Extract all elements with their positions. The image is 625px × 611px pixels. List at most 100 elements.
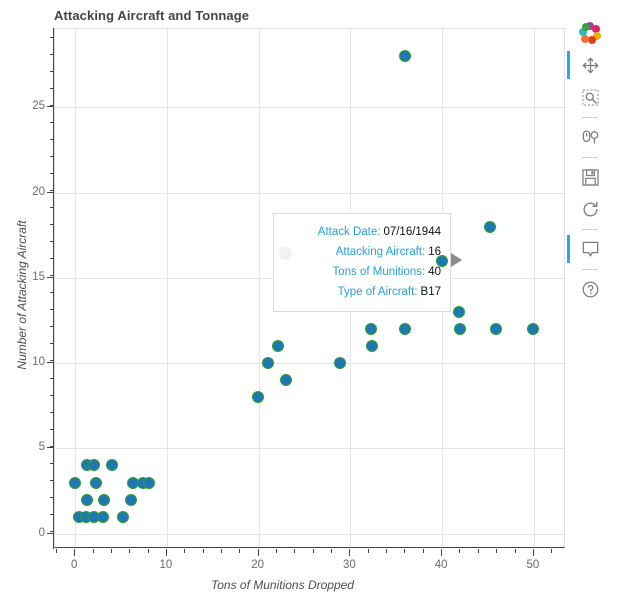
hover-tool-button[interactable] xyxy=(567,234,605,264)
scatter-point[interactable] xyxy=(453,323,466,336)
y-tick-minor xyxy=(50,172,54,174)
scatter-point[interactable] xyxy=(490,323,503,336)
x-tick-label: 20 xyxy=(251,559,265,571)
tooltip-label: Type of Aircraft: xyxy=(337,286,418,298)
x-tick-minor xyxy=(202,549,204,553)
tooltip-arrow-icon xyxy=(451,253,462,267)
x-tick-minor xyxy=(477,549,479,553)
y-tick-minor xyxy=(50,530,54,532)
x-tick-minor xyxy=(147,549,149,553)
y-tick-minor xyxy=(50,241,54,243)
scatter-point[interactable] xyxy=(452,306,465,319)
x-tick-minor xyxy=(276,549,277,553)
y-tick-major xyxy=(47,106,54,108)
x-tick-minor xyxy=(496,549,498,553)
y-tick-major xyxy=(47,447,54,449)
scatter-point[interactable] xyxy=(483,220,496,233)
tooltip-label: Attacking Aircraft: xyxy=(335,246,426,258)
y-tick-minor xyxy=(50,104,54,106)
y-tick-minor xyxy=(50,121,54,123)
scatter-point[interactable] xyxy=(261,357,274,370)
y-tick-minor xyxy=(50,479,54,481)
box-zoom-icon xyxy=(581,88,599,106)
scatter-point[interactable] xyxy=(398,50,411,63)
y-tick-label: 25 xyxy=(32,100,45,113)
save-tool-button[interactable] xyxy=(575,162,605,192)
x-tick-major xyxy=(74,549,76,556)
scatter-point[interactable] xyxy=(90,476,103,489)
y-tick-label: 0 xyxy=(38,526,45,539)
y-tick-minor xyxy=(50,394,54,396)
scatter-point[interactable] xyxy=(105,459,118,472)
y-tick-minor xyxy=(50,360,54,362)
y-tick-minor xyxy=(50,292,54,294)
scatter-point[interactable] xyxy=(364,323,377,336)
tooltip-row: Tons of Munitions: 40 xyxy=(283,262,441,282)
wheel-zoom-tool-button[interactable] xyxy=(575,122,605,152)
hover-tooltip: Attack Date: 07/16/1944 Attacking Aircra… xyxy=(273,213,451,312)
scatter-point[interactable] xyxy=(251,391,264,404)
gridline-horizontal xyxy=(55,533,564,535)
gridline-horizontal xyxy=(55,107,564,109)
y-tick-label: 20 xyxy=(32,185,45,198)
y-tick-minor xyxy=(50,87,54,89)
scatter-point[interactable] xyxy=(116,510,129,523)
gridline-horizontal xyxy=(55,448,564,450)
x-tick-label: 30 xyxy=(343,559,356,571)
bokeh-logo-icon[interactable] xyxy=(575,18,605,48)
y-tick-minor xyxy=(50,445,54,447)
scatter-point[interactable] xyxy=(143,476,156,489)
x-tick-major xyxy=(165,549,167,556)
scatter-point[interactable] xyxy=(87,459,100,472)
y-tick-minor xyxy=(50,513,54,515)
scatter-point[interactable] xyxy=(526,323,539,336)
x-tick-major xyxy=(349,549,351,556)
y-tick-minor xyxy=(50,275,54,277)
scatter-point[interactable] xyxy=(125,493,138,506)
bokeh-logo-glyph xyxy=(579,22,601,44)
y-tick-label: 15 xyxy=(32,270,45,283)
gridline-vertical xyxy=(166,29,168,547)
x-tick-minor xyxy=(404,549,406,553)
pan-tool-button[interactable] xyxy=(567,50,605,80)
tooltip-row: Attacking Aircraft: 16 xyxy=(283,242,441,262)
scatter-point-highlighted[interactable] xyxy=(436,254,449,267)
gridline-vertical xyxy=(75,29,77,547)
scatter-point[interactable] xyxy=(399,323,412,336)
y-tick-minor xyxy=(50,36,54,38)
y-tick-minor xyxy=(50,411,54,413)
box-zoom-tool-button[interactable] xyxy=(575,82,605,112)
x-tick-label: 0 xyxy=(70,559,78,571)
x-tick-minor xyxy=(331,549,333,553)
scatter-point[interactable] xyxy=(280,374,293,387)
tooltip-value: 07/16/1944 xyxy=(383,226,441,238)
x-tick-major xyxy=(532,549,534,556)
scatter-point[interactable] xyxy=(97,493,110,506)
tooltip-label: Attack Date: xyxy=(317,226,381,238)
plot-toolbar[interactable] xyxy=(567,18,612,306)
x-tick-minor xyxy=(294,549,296,553)
help-tool-button[interactable] xyxy=(575,274,605,304)
tooltip-value: B17 xyxy=(420,286,441,298)
scatter-point[interactable] xyxy=(334,357,347,370)
x-tick-minor xyxy=(459,549,461,553)
scatter-point[interactable] xyxy=(69,476,82,489)
x-tick-minor xyxy=(129,549,131,553)
y-tick-label: 5 xyxy=(38,441,45,454)
scatter-point[interactable] xyxy=(271,340,284,353)
hover-tooltip-icon xyxy=(582,241,598,256)
scatter-point[interactable] xyxy=(81,493,94,506)
x-axis-label: Tons of Munitions Dropped xyxy=(211,578,354,592)
scatter-point[interactable] xyxy=(366,340,379,353)
x-tick-minor xyxy=(367,549,369,553)
save-disk-icon xyxy=(581,168,599,186)
y-tick-minor xyxy=(50,155,54,157)
x-tick-minor xyxy=(110,549,112,553)
y-tick-minor xyxy=(50,53,54,55)
tooltip-anchor-ghost xyxy=(278,246,292,260)
y-tick-minor xyxy=(50,189,54,191)
reset-tool-button[interactable] xyxy=(575,194,605,224)
scatter-point[interactable] xyxy=(96,510,109,523)
help-question-icon xyxy=(582,281,598,297)
